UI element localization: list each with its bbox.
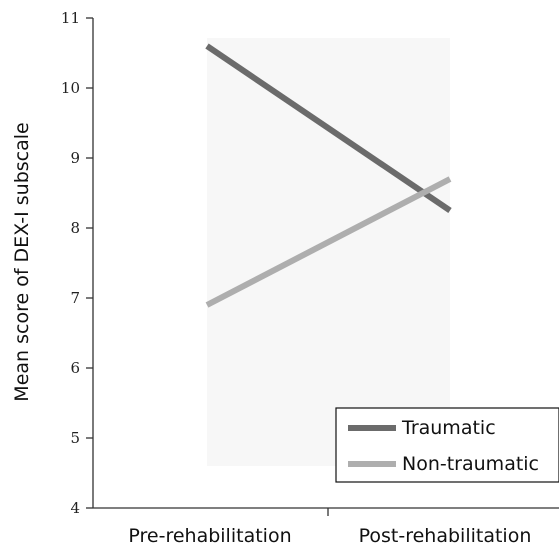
y-tick-label: 8	[70, 219, 80, 237]
y-axis-title: Mean score of DEX-I subscale	[11, 122, 33, 401]
legend-label-non-traumatic: Non-traumatic	[402, 453, 539, 475]
y-ticks: 4 5 6 7 8 9 10 11	[61, 9, 93, 517]
y-axis: 4 5 6 7 8 9 10 11	[61, 9, 94, 517]
series-line-traumatic	[205, 43, 452, 213]
x-tick-label-post: Post-rehabilitation	[359, 525, 532, 546]
series-lines	[205, 43, 452, 308]
y-tick-label: 7	[70, 289, 80, 307]
legend-label-traumatic: Traumatic	[401, 417, 496, 439]
series-line-non-traumatic	[205, 176, 452, 308]
y-tick-label: 6	[70, 359, 80, 377]
legend-box	[335, 407, 559, 483]
plot-background	[207, 38, 450, 466]
x-axis: Pre-rehabilitation Post-rehabilitation	[93, 507, 559, 546]
y-tick-label: 5	[70, 429, 80, 447]
x-tick-label-pre: Pre-rehabilitation	[128, 525, 291, 546]
y-tick-label: 11	[61, 9, 80, 27]
y-tick-label: 9	[70, 149, 80, 167]
y-tick-label: 10	[61, 79, 80, 97]
y-tick-label: 4	[70, 499, 80, 517]
legend: Traumatic Non-traumatic	[335, 407, 559, 483]
